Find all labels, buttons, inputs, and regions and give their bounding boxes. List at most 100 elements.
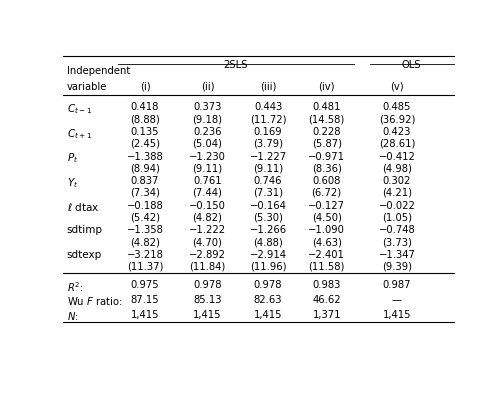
Text: 0.373: 0.373 bbox=[194, 102, 222, 112]
Text: (4.21): (4.21) bbox=[382, 188, 412, 198]
Text: −2.914: −2.914 bbox=[249, 250, 287, 260]
Text: −0.127: −0.127 bbox=[308, 201, 345, 211]
Text: sdtexp: sdtexp bbox=[67, 250, 102, 260]
Text: (8.94): (8.94) bbox=[130, 163, 160, 173]
Text: (4.82): (4.82) bbox=[193, 213, 222, 223]
Text: 0.746: 0.746 bbox=[254, 176, 282, 186]
Text: (1.05): (1.05) bbox=[382, 213, 412, 223]
Text: 82.63: 82.63 bbox=[254, 295, 282, 305]
Text: 0.481: 0.481 bbox=[312, 102, 341, 112]
Text: (5.30): (5.30) bbox=[253, 213, 283, 223]
Text: $P_t$: $P_t$ bbox=[67, 151, 78, 165]
Text: 1,415: 1,415 bbox=[383, 310, 411, 320]
Text: (9.11): (9.11) bbox=[253, 163, 283, 173]
Text: OLS: OLS bbox=[402, 60, 421, 70]
Text: −0.748: −0.748 bbox=[379, 226, 415, 235]
Text: −1.266: −1.266 bbox=[249, 226, 287, 235]
Text: variable: variable bbox=[67, 82, 107, 92]
Text: (5.87): (5.87) bbox=[311, 139, 342, 149]
Text: −1.090: −1.090 bbox=[308, 226, 345, 235]
Text: 0.837: 0.837 bbox=[131, 176, 159, 186]
Text: 0.983: 0.983 bbox=[312, 280, 341, 290]
Text: −1.222: −1.222 bbox=[189, 226, 226, 235]
Text: (ii): (ii) bbox=[201, 82, 214, 92]
Text: −1.227: −1.227 bbox=[249, 151, 287, 162]
Text: (4.88): (4.88) bbox=[253, 237, 283, 247]
Text: 1,415: 1,415 bbox=[131, 310, 159, 320]
Text: $N$:: $N$: bbox=[67, 310, 79, 322]
Text: (3.79): (3.79) bbox=[253, 139, 283, 149]
Text: Wu $F$ ratio:: Wu $F$ ratio: bbox=[67, 295, 122, 307]
Text: 0.608: 0.608 bbox=[312, 176, 341, 186]
Text: (7.31): (7.31) bbox=[253, 188, 283, 198]
Text: (5.04): (5.04) bbox=[193, 139, 222, 149]
Text: 0.302: 0.302 bbox=[383, 176, 411, 186]
Text: (11.58): (11.58) bbox=[308, 262, 345, 272]
Text: (iii): (iii) bbox=[260, 82, 276, 92]
Text: 1,415: 1,415 bbox=[254, 310, 282, 320]
Text: 0.169: 0.169 bbox=[254, 127, 282, 137]
Text: sdtimp: sdtimp bbox=[67, 226, 103, 235]
Text: 0.418: 0.418 bbox=[131, 102, 159, 112]
Text: (i): (i) bbox=[140, 82, 150, 92]
Text: (7.44): (7.44) bbox=[193, 188, 222, 198]
Text: $Y_t$: $Y_t$ bbox=[67, 176, 78, 190]
Text: (4.50): (4.50) bbox=[311, 213, 342, 223]
Text: 1,371: 1,371 bbox=[312, 310, 341, 320]
Text: $R^2$:: $R^2$: bbox=[67, 280, 84, 294]
Text: 0.423: 0.423 bbox=[383, 127, 411, 137]
Text: 87.15: 87.15 bbox=[131, 295, 159, 305]
Text: (4.63): (4.63) bbox=[311, 237, 342, 247]
Text: 0.978: 0.978 bbox=[254, 280, 282, 290]
Text: (6.72): (6.72) bbox=[311, 188, 342, 198]
Text: (iv): (iv) bbox=[319, 82, 335, 92]
Text: 0.443: 0.443 bbox=[254, 102, 282, 112]
Text: 0.228: 0.228 bbox=[312, 127, 341, 137]
Text: (4.98): (4.98) bbox=[382, 163, 412, 173]
Text: (11.84): (11.84) bbox=[190, 262, 226, 272]
Text: 0.978: 0.978 bbox=[193, 280, 222, 290]
Text: (v): (v) bbox=[390, 82, 404, 92]
Text: (5.42): (5.42) bbox=[130, 213, 160, 223]
Text: −1.388: −1.388 bbox=[127, 151, 163, 162]
Text: (11.37): (11.37) bbox=[127, 262, 163, 272]
Text: (2.45): (2.45) bbox=[130, 139, 160, 149]
Text: −0.412: −0.412 bbox=[379, 151, 415, 162]
Text: (11.72): (11.72) bbox=[250, 114, 286, 124]
Text: 2SLS: 2SLS bbox=[224, 60, 248, 70]
Text: $C_{t-1}$: $C_{t-1}$ bbox=[67, 102, 92, 116]
Text: 46.62: 46.62 bbox=[312, 295, 341, 305]
Text: (4.70): (4.70) bbox=[193, 237, 222, 247]
Text: −2.892: −2.892 bbox=[189, 250, 226, 260]
Text: −0.164: −0.164 bbox=[249, 201, 286, 211]
Text: Independent: Independent bbox=[67, 66, 130, 76]
Text: −2.401: −2.401 bbox=[308, 250, 345, 260]
Text: (3.73): (3.73) bbox=[382, 237, 412, 247]
Text: (9.11): (9.11) bbox=[193, 163, 223, 173]
Text: −0.150: −0.150 bbox=[189, 201, 226, 211]
Text: (14.58): (14.58) bbox=[308, 114, 345, 124]
Text: −3.218: −3.218 bbox=[127, 250, 163, 260]
Text: −0.022: −0.022 bbox=[379, 201, 415, 211]
Text: −1.358: −1.358 bbox=[127, 226, 163, 235]
Text: $C_{t+1}$: $C_{t+1}$ bbox=[67, 127, 92, 141]
Text: −0.188: −0.188 bbox=[127, 201, 163, 211]
Text: 0.485: 0.485 bbox=[383, 102, 411, 112]
Text: (28.61): (28.61) bbox=[379, 139, 415, 149]
Text: −0.971: −0.971 bbox=[308, 151, 345, 162]
Text: 0.761: 0.761 bbox=[193, 176, 222, 186]
Text: (8.36): (8.36) bbox=[311, 163, 342, 173]
Text: 1,415: 1,415 bbox=[193, 310, 222, 320]
Text: (9.39): (9.39) bbox=[382, 262, 412, 272]
Text: 0.236: 0.236 bbox=[193, 127, 222, 137]
Text: (11.96): (11.96) bbox=[250, 262, 286, 272]
Text: −1.347: −1.347 bbox=[379, 250, 415, 260]
Text: —: — bbox=[392, 295, 402, 305]
Text: (8.88): (8.88) bbox=[130, 114, 160, 124]
Text: (36.92): (36.92) bbox=[379, 114, 415, 124]
Text: (7.34): (7.34) bbox=[130, 188, 160, 198]
Text: $\ell$ dtax: $\ell$ dtax bbox=[67, 201, 99, 213]
Text: (9.18): (9.18) bbox=[193, 114, 223, 124]
Text: 0.135: 0.135 bbox=[131, 127, 159, 137]
Text: (4.82): (4.82) bbox=[130, 237, 160, 247]
